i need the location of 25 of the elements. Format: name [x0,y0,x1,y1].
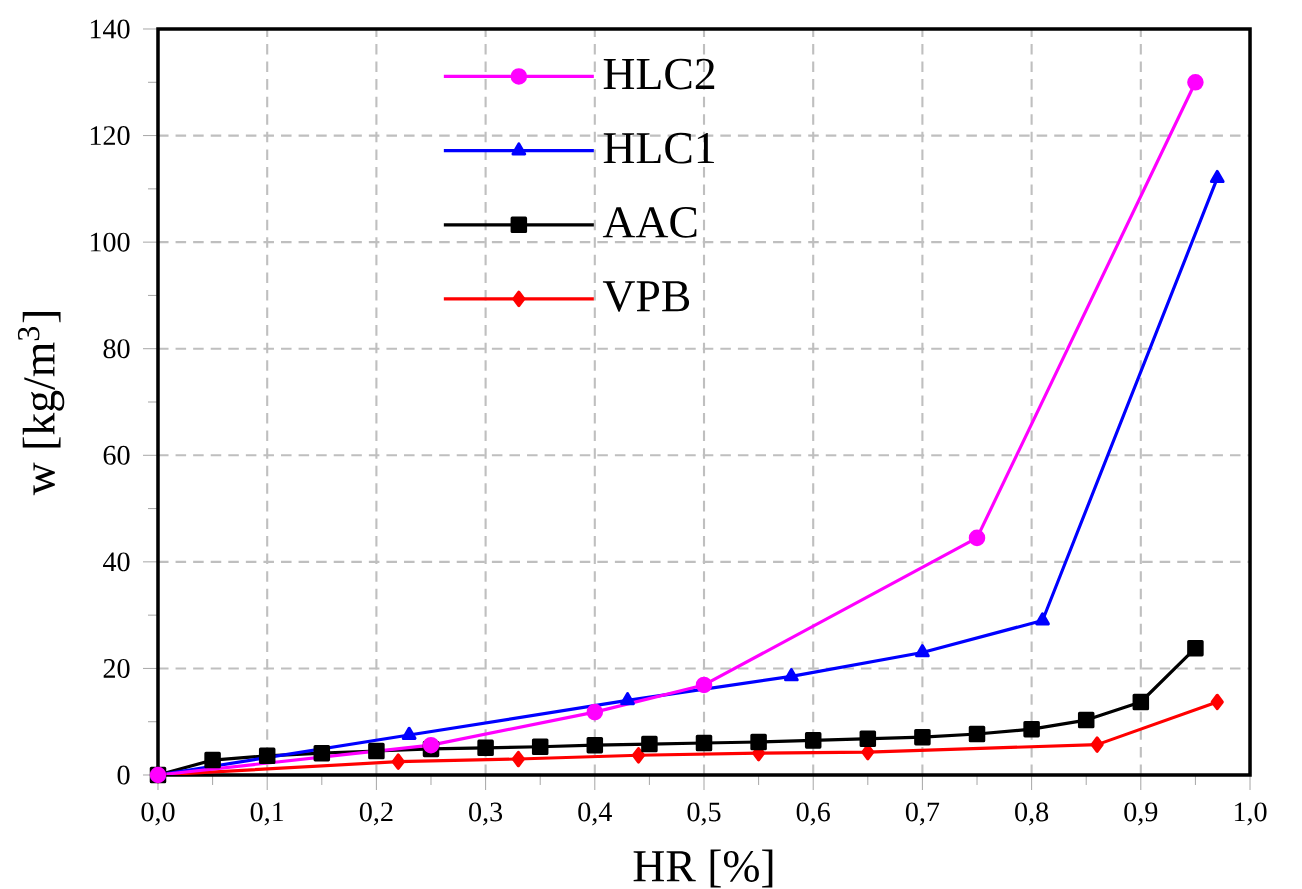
y-tick-label: 140 [90,19,130,39]
x-tick-label: 0,4 [578,802,612,826]
y-tick-label: 0 [117,765,130,785]
x-tick-label: 0,5 [687,802,721,826]
x-tick-label: 0,3 [469,802,503,826]
x-tick-label: 0,1 [250,802,284,826]
x-tick-label: 0,2 [359,802,393,826]
x-axis-title: HR [%] [633,849,773,888]
y-tick-label: 120 [90,126,130,146]
x-tick-label: 0,7 [905,802,940,826]
x-tick-label: 0,6 [796,802,830,826]
legend-label: HLC1 [603,132,714,164]
x-tick-label: 0,9 [1124,802,1158,826]
x-tick-label: 0,8 [1015,802,1049,826]
x-tick-label: 1,0 [1234,802,1267,826]
y-tick-label: 20 [103,658,130,678]
y-tick-label: 60 [103,445,130,465]
y-tick-label: 100 [90,232,130,252]
y-tick-label: 80 [103,339,130,359]
legend-label: AAC [602,207,697,238]
y-tick-label: 40 [103,552,130,572]
legend-label: VPB [602,281,690,312]
legend-label: HLC2 [603,58,715,90]
x-tick-label: 0,0 [141,802,175,826]
y-axis-title: w [kg/m$^{3}$] [17,312,65,496]
